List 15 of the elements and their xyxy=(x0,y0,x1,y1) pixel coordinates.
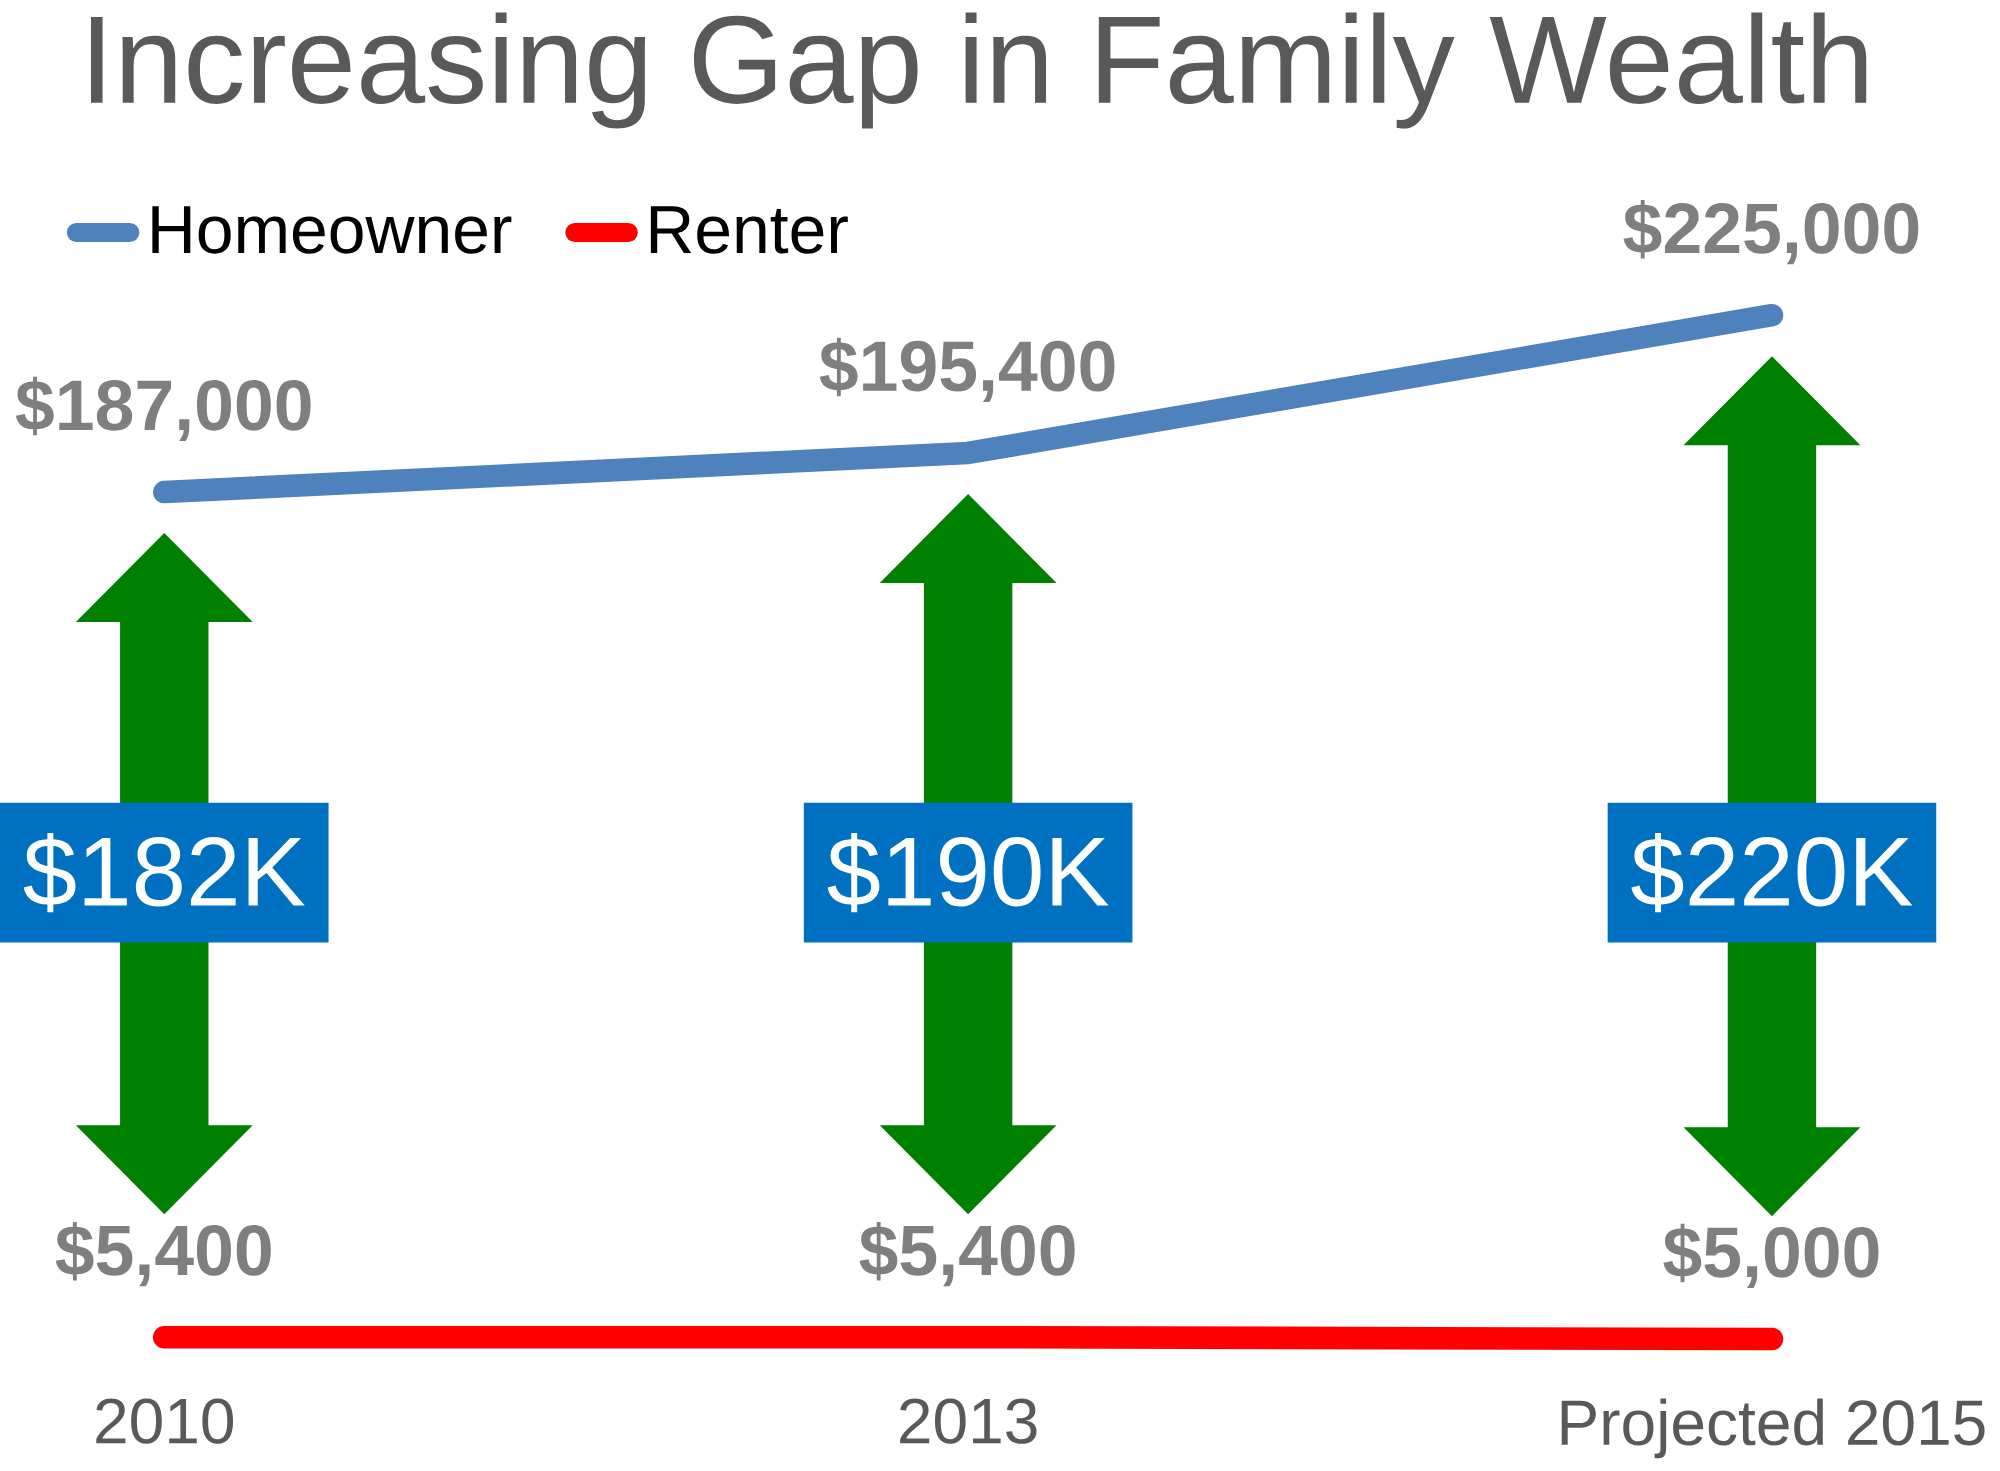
data-label: $187,000 xyxy=(15,376,311,442)
annotation: $182K xyxy=(23,833,305,913)
data-label: $5,000 xyxy=(1663,1223,1879,1289)
data-label: $195,400 xyxy=(819,337,1115,403)
x-tick-label: Projected 2015 xyxy=(1561,1398,1985,1459)
x-tick-label: 2010 xyxy=(96,1398,234,1444)
data-label: $5,400 xyxy=(55,1222,271,1287)
chart-title: Increasing Gap in Family Wealth xyxy=(90,12,1867,129)
data-label: $5,400 xyxy=(859,1222,1075,1287)
x-tick-label: 2013 xyxy=(900,1398,1037,1444)
legend-label: Homeowner xyxy=(152,206,512,254)
annotation: $190K xyxy=(827,833,1109,913)
annotation: $220K xyxy=(1631,833,1913,913)
data-label: $225,000 xyxy=(1623,200,1919,265)
legend-label: Renter xyxy=(650,206,848,254)
